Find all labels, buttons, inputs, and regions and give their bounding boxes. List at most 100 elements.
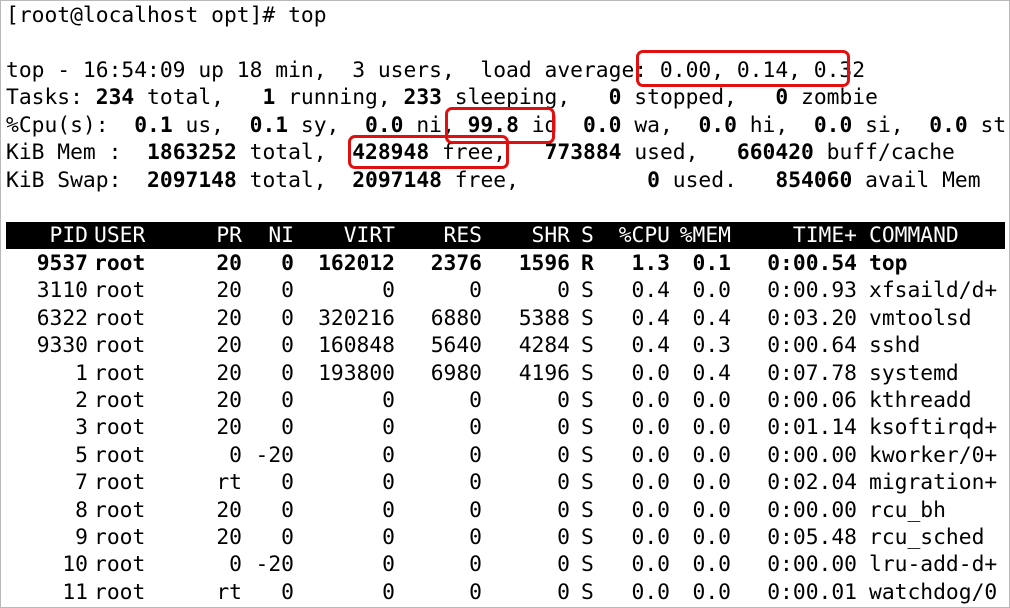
table-row: 7 root rt 0 0 0 0 S 0.0 0.0 0:02.04 migration+ (6, 469, 1005, 496)
uptime-text: top - 16:54:09 up 18 min, 3 users, load … (6, 58, 660, 83)
cell-ni: -20 (255, 442, 294, 468)
cell-virt: 0 (382, 497, 395, 523)
cell-ni: 0 (281, 470, 294, 496)
cell-time: 0:01.14 (767, 415, 857, 441)
cell-ni: 0 (281, 579, 294, 605)
column-header-s: S (581, 223, 594, 248)
load-average-value: 0.00, 0.14, 0.32 (659, 58, 866, 83)
cell-pid: 9537 (36, 251, 88, 276)
cell-cpu: 0.0 (631, 442, 670, 468)
cell-cmd: rcu_bh (869, 497, 946, 523)
cell-user: root (94, 497, 146, 523)
cell-time: 0:00.00 (767, 552, 857, 578)
cell-cmd: vmtoolsd (869, 305, 972, 331)
cell-mem: 0.0 (692, 278, 731, 304)
cell-pr: rt (216, 579, 242, 605)
cell-pid: 3 (75, 415, 88, 441)
cell-cmd: kthreadd (869, 388, 972, 413)
cell-shr: 0 (557, 552, 570, 578)
cell-cmd: kworker/0+ (869, 442, 998, 468)
cell-s: S (581, 470, 594, 496)
cpu-idle-highlight (445, 107, 555, 144)
cell-pr: 0 (229, 442, 242, 468)
column-header-shr: SHR (531, 223, 570, 248)
cell-cmd: systemd (869, 360, 959, 386)
cell-cmd: sshd (869, 333, 921, 359)
cell-ni: 0 (281, 525, 294, 550)
cell-virt: 193800 (318, 360, 395, 386)
column-header-time: TIME+ (792, 223, 857, 248)
mem-free-highlight (348, 135, 509, 169)
cell-pid: 3110 (36, 278, 88, 304)
cell-user: root (94, 388, 146, 413)
column-header-res: RES (443, 223, 482, 248)
column-header-cmd: COMMAND (869, 223, 959, 248)
tasks-stopped: 0 (608, 85, 622, 110)
swap-total: 2097148 (147, 168, 237, 193)
cell-virt: 0 (382, 388, 395, 413)
table-row: 6322 root 20 0 320216 6880 5388 S 0.4 0.4 0:03.20 v… (6, 305, 1005, 332)
shell-prompt: [root@localhost opt]# top (6, 3, 327, 28)
cell-cpu: 0.4 (631, 278, 670, 304)
cell-shr: 5388 (518, 305, 570, 331)
cell-res: 0 (469, 497, 482, 523)
cell-ni: 0 (281, 388, 294, 413)
cell-time: 0:03.20 (767, 305, 857, 331)
cell-res: 6980 (430, 360, 482, 386)
cell-time: 0:00.06 (767, 388, 857, 413)
mem-line: KiB Mem : 1863252 total, 428948 free, 77… (6, 140, 955, 165)
mem-free: 428948 (352, 140, 430, 165)
column-header-virt: VIRT (343, 223, 395, 248)
cell-mem: 0.0 (692, 497, 731, 523)
cell-ni: 0 (281, 251, 294, 276)
cell-cmd: rcu_sched (869, 525, 985, 550)
table-row: 3 root 20 0 0 0 0 S 0.0 0.0 0:01.14 ksoftirqd+ (6, 414, 1005, 441)
cell-time: 0:00.00 (767, 442, 857, 468)
cell-shr: 0 (557, 497, 570, 523)
cell-cpu: 0.0 (631, 415, 670, 441)
cell-virt: 0 (382, 278, 395, 304)
cell-cpu: 0.0 (631, 579, 670, 605)
cell-shr: 0 (557, 470, 570, 496)
cell-virt: 0 (382, 415, 395, 441)
cell-pid: 1 (75, 360, 88, 386)
column-header-pr: PR (216, 223, 242, 248)
cell-virt: 160848 (318, 333, 395, 359)
cell-user: root (94, 360, 146, 386)
cell-virt: 0 (382, 442, 395, 468)
cell-res: 0 (469, 552, 482, 578)
column-header-cpu: %CPU (618, 223, 670, 248)
cell-time: 0:05.48 (767, 525, 857, 550)
cell-shr: 0 (557, 442, 570, 468)
cell-mem: 0.0 (692, 470, 731, 496)
cell-s: S (581, 305, 594, 331)
cell-user: root (94, 470, 146, 496)
cell-s: S (581, 388, 594, 413)
tasks-total: 234 (95, 85, 135, 110)
cell-cmd: migration+ (869, 470, 998, 496)
cell-mem: 0.4 (692, 360, 731, 386)
cell-s: R (581, 251, 594, 276)
table-row: 9330 root 20 0 160848 5640 4284 S 0.4 0.3 0:00.64 s… (6, 332, 1005, 359)
cell-user: root (94, 525, 146, 550)
cell-cpu: 0.4 (631, 305, 670, 331)
cpu-wa: 0.0 (583, 113, 622, 138)
cell-time: 0:02.04 (767, 470, 857, 496)
cell-pid: 9 (75, 525, 88, 550)
cell-ni: 0 (281, 497, 294, 523)
cell-pr: 20 (216, 415, 242, 441)
cell-mem: 0.0 (692, 579, 731, 605)
column-header-pid: PID (49, 223, 88, 248)
table-row: 3110 root 20 0 0 0 0 S 0.4 0.0 0:00.93 xfsaild/d+ (6, 277, 1005, 304)
column-header-user: USER (94, 223, 146, 248)
cell-pid: 11 (62, 579, 88, 605)
cell-user: root (94, 442, 146, 468)
cell-mem: 0.0 (692, 415, 731, 441)
cell-ni: -20 (255, 552, 294, 578)
cell-time: 0:00.93 (767, 278, 857, 304)
cell-res: 0 (469, 442, 482, 468)
cell-pr: 20 (216, 333, 242, 359)
cell-s: S (581, 333, 594, 359)
cpu-idle: 99.8 (467, 113, 519, 138)
swap-free: 2097148 (352, 168, 442, 193)
